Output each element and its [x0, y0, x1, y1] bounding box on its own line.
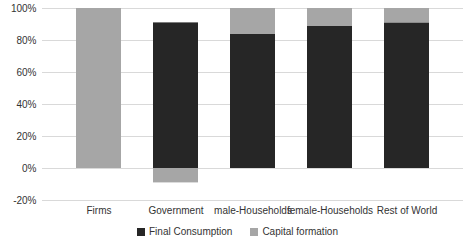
html-text:Final Consumption: Final Consumption [149, 226, 233, 237]
svg-text:-20%: -20% [13, 195, 36, 206]
svg-text:Government: Government [148, 205, 203, 216]
svg-text:20%: 20% [16, 131, 36, 142]
svg-text:100%: 100% [11, 3, 37, 14]
svg-text:Rest of World: Rest of World [377, 205, 437, 216]
svg-text:40%: 40% [16, 99, 36, 110]
svg-text:60%: 60% [16, 67, 36, 78]
svg-text:female-Households: female-Households [287, 205, 373, 216]
svg-text:0%: 0% [22, 163, 37, 174]
html-text:Capital formation: Capital formation [262, 226, 338, 237]
svg-text:80%: 80% [16, 35, 36, 46]
svg-text:male-Households: male-Households [214, 205, 292, 216]
svg-text:Firms: Firms [87, 205, 112, 216]
